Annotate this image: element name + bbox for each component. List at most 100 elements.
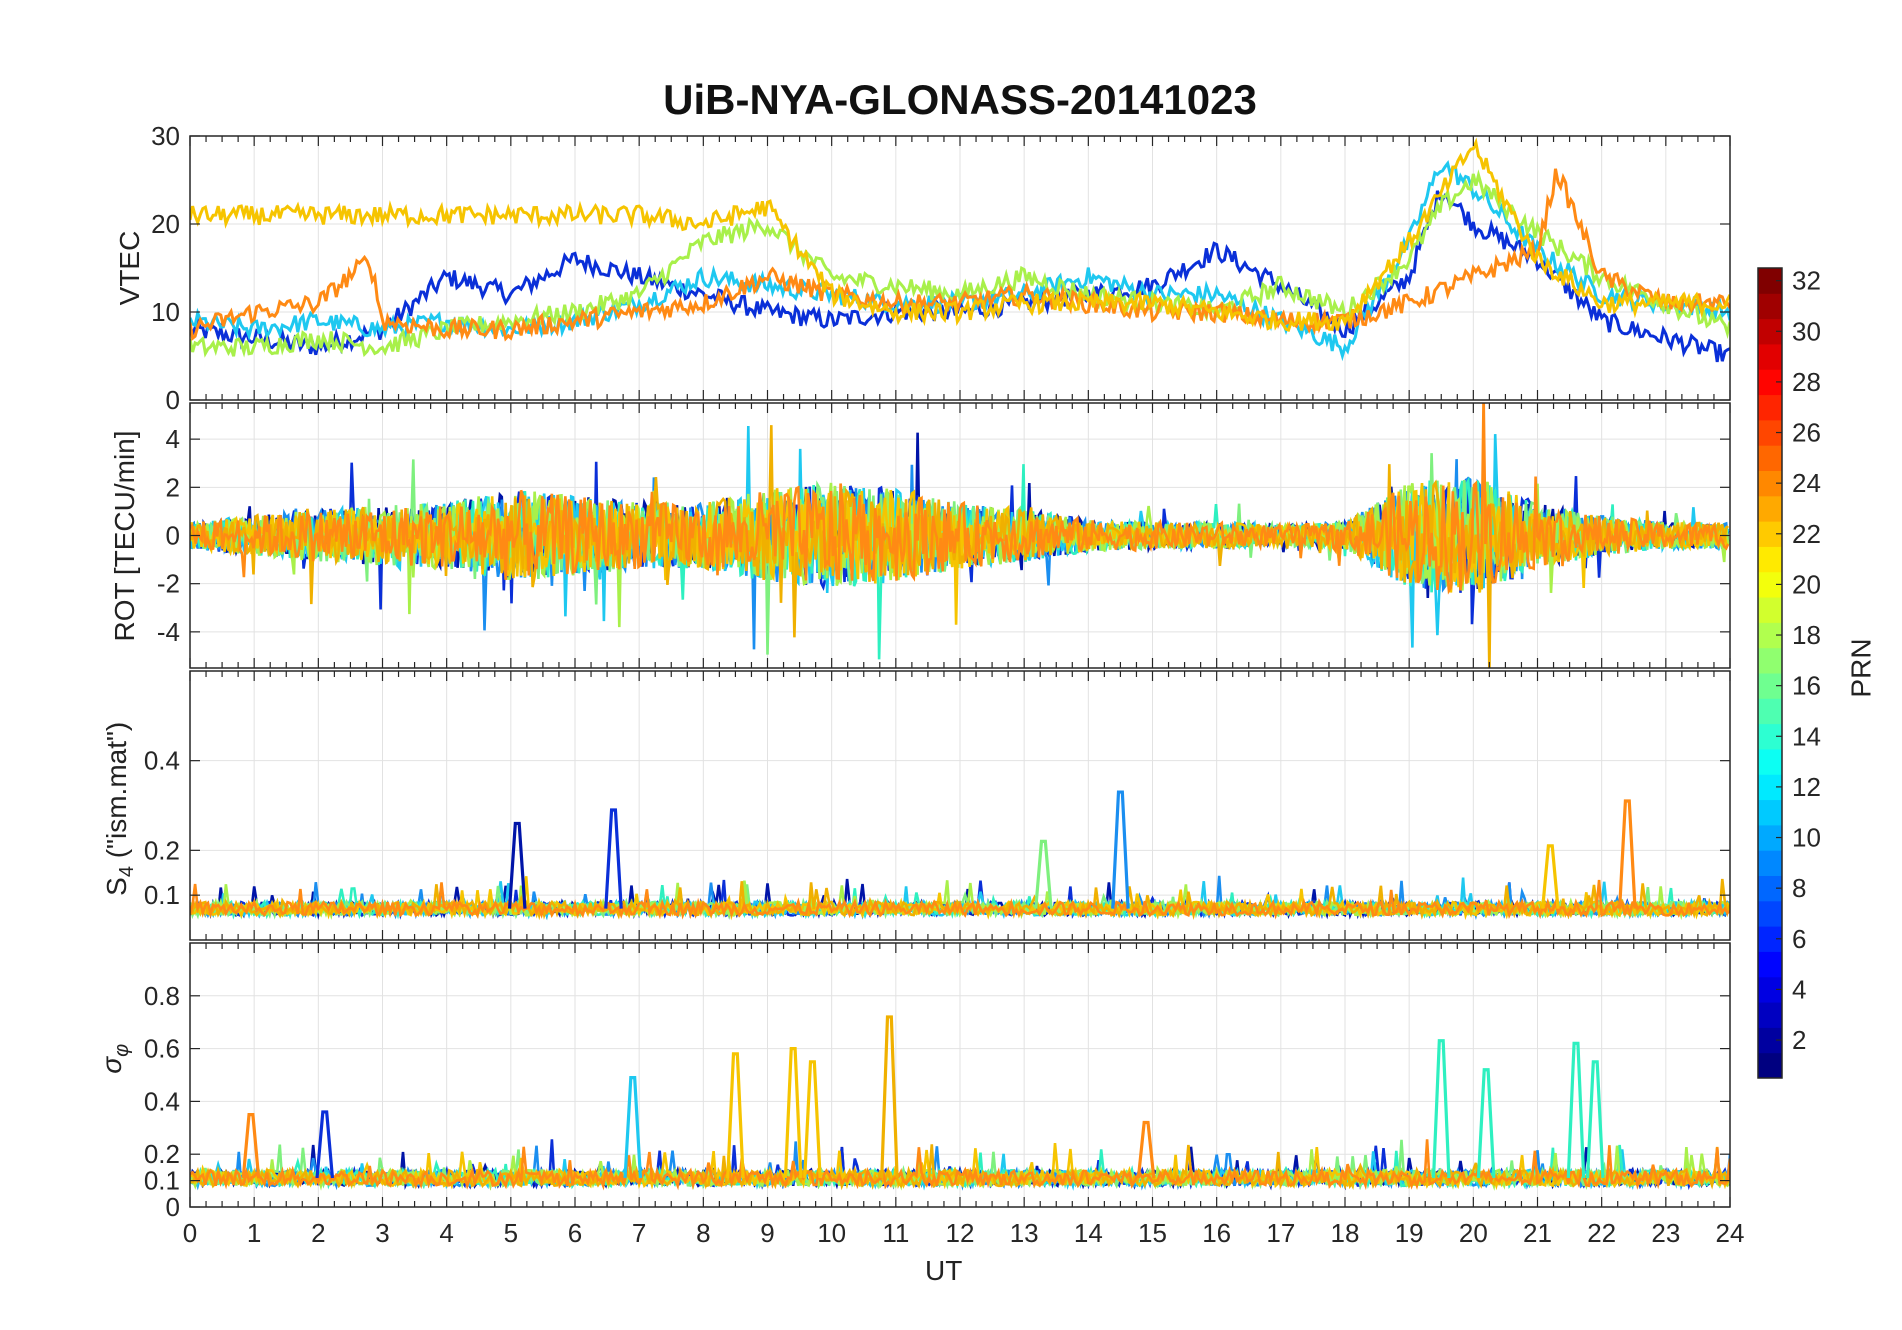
rot-series-line [190, 403, 1730, 595]
x-tick-label: 17 [1266, 1218, 1295, 1248]
colorbar-tick-label: 20 [1792, 569, 1821, 599]
y-tick-label: 0 [166, 521, 180, 551]
x-tick-label: 3 [375, 1218, 389, 1248]
x-tick-label: 1 [247, 1218, 261, 1248]
colorbar-swatch [1758, 1002, 1782, 1028]
colorbar-swatch [1758, 900, 1782, 927]
x-tick-label: 18 [1331, 1218, 1360, 1248]
x-tick-label: 12 [946, 1218, 975, 1248]
vtec-series-line [190, 137, 1730, 333]
panels-group: 0102030-4-20240.10.20.400.10.20.40.60.80… [144, 121, 1745, 1248]
vtec-series-line [190, 169, 1730, 358]
colorbar-swatch [1758, 951, 1782, 978]
x-tick-label: 5 [504, 1218, 518, 1248]
y-tick-label: 30 [151, 121, 180, 151]
data-lines [190, 1015, 1730, 1191]
colorbar-tick-label: 14 [1792, 721, 1821, 751]
peak-line [1111, 790, 1130, 909]
x-tick-label: 23 [1651, 1218, 1680, 1248]
colorbar-swatch [1758, 850, 1782, 876]
colorbar-tick-label: 30 [1792, 316, 1821, 346]
peak-line [1136, 1120, 1156, 1179]
y-tick-label: 0.1 [144, 880, 180, 910]
y-tick-label: 2 [166, 472, 180, 502]
colorbar-swatch [1758, 698, 1782, 725]
scint-series-line [190, 879, 1730, 920]
colorbar-label: PRN [1845, 638, 1877, 698]
x-tick-label: 10 [817, 1218, 846, 1248]
colorbar-swatch [1758, 647, 1782, 674]
colorbar-frame [1757, 267, 1783, 1079]
colorbar-swatch [1758, 748, 1782, 775]
colorbar-tick-label: 18 [1792, 620, 1821, 650]
y-tick-label: 0.8 [144, 981, 180, 1011]
sigma-ylabel: σφ [96, 1029, 134, 1089]
y-tick-label: 0.2 [144, 835, 180, 865]
rot-ylabel: ROT [TECU/min] [109, 430, 140, 642]
peak-line [315, 1110, 335, 1179]
sigma-ylabel-sub: φ [110, 1043, 133, 1057]
x-tick-label: 16 [1202, 1218, 1231, 1248]
vtec-series-line [190, 168, 1730, 342]
chart-title: UiB-NYA-GLONASS-20141023 [663, 76, 1257, 123]
panel-vtec: 0 10 20 30 [151, 121, 1731, 415]
colorbar-tick-label: 2 [1792, 1025, 1806, 1055]
peak-line [623, 1076, 643, 1179]
colorbar-swatch [1758, 1052, 1782, 1079]
x-tick-label: 21 [1523, 1218, 1552, 1248]
peak-line [507, 821, 527, 909]
colorbar-swatch [1758, 597, 1782, 623]
colorbar-swatch [1758, 394, 1782, 421]
colorbar-tick-label: 26 [1792, 418, 1821, 448]
peak-line [1476, 1068, 1496, 1179]
x-tick-label: 13 [1010, 1218, 1039, 1248]
colorbar-tick-label: 8 [1792, 873, 1806, 903]
colorbar-tick-label: 28 [1792, 367, 1821, 397]
panel-rot: -4 -2 0 2 4 [157, 402, 1731, 669]
colorbar-swatch [1758, 799, 1782, 826]
y-tick-label: 0 [166, 385, 180, 415]
x-tick-label: 15 [1138, 1218, 1167, 1248]
x-tick-label: 19 [1395, 1218, 1424, 1248]
x-tick-label: 6 [568, 1218, 582, 1248]
colorbar-tick-label: 4 [1792, 974, 1806, 1004]
colorbar-swatch [1758, 343, 1782, 370]
x-tick-label: 22 [1587, 1218, 1616, 1248]
y-tick-label: 0 [166, 1192, 180, 1222]
y-tick-label: 4 [166, 424, 180, 454]
vtec-ylabel: VTEC [114, 230, 145, 306]
peak-line [783, 1047, 803, 1179]
y-tick-label: 0.4 [144, 1086, 180, 1116]
peak-line [803, 1060, 822, 1179]
x-tick-label: 8 [696, 1218, 710, 1248]
s4-ylabel-tail: ("ism.mat") [101, 721, 133, 867]
panel-s4: 0.1 0.2 0.4 [144, 670, 1731, 941]
x-tick-label: 7 [632, 1218, 646, 1248]
colorbar-swatch [1758, 546, 1782, 573]
peak-line [1585, 1060, 1605, 1179]
y-tick-label: -2 [157, 569, 180, 599]
data-lines [190, 790, 1730, 921]
colorbar-tick-label: 12 [1792, 772, 1821, 802]
colorbar-swatch [1758, 293, 1782, 320]
x-tick-label: 24 [1716, 1218, 1745, 1248]
data-lines [190, 403, 1730, 668]
colorbar-tick-label: 24 [1792, 468, 1821, 498]
s4-ylabel-main: S [101, 877, 133, 896]
s4-ylabel-sub: 4 [115, 866, 138, 878]
panel-sigma_phi: 00.10.20.40.60.80 1 2 3 4 5 6 7 8 9 10 11 12 13 14 15 16… [144, 942, 1745, 1248]
peak-line [1034, 839, 1053, 909]
x-tick-label: 0 [183, 1218, 197, 1248]
x-tick-label: 20 [1459, 1218, 1488, 1248]
peak-line [726, 1052, 745, 1179]
x-axis-label: UT [925, 1255, 963, 1286]
peak-line [1431, 1039, 1451, 1179]
y-tick-label: 0.4 [144, 746, 180, 776]
peak-line [1618, 799, 1637, 909]
data-lines [190, 137, 1730, 363]
peak-line [604, 808, 623, 909]
scint-series-line [190, 1139, 1730, 1191]
y-tick-label: 20 [151, 209, 180, 239]
